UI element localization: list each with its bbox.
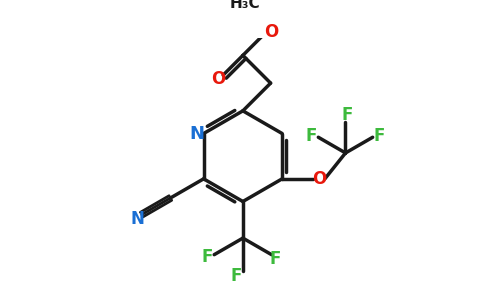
Text: H₃C: H₃C xyxy=(229,0,260,11)
Text: F: F xyxy=(306,127,317,145)
Text: N: N xyxy=(130,210,144,228)
Text: N: N xyxy=(189,124,204,142)
Text: O: O xyxy=(211,70,225,88)
Text: F: F xyxy=(342,106,353,124)
Text: O: O xyxy=(313,170,327,188)
Text: F: F xyxy=(270,250,281,268)
Text: F: F xyxy=(201,248,213,266)
Text: F: F xyxy=(230,267,242,285)
Text: O: O xyxy=(264,23,279,41)
Text: F: F xyxy=(374,127,385,145)
